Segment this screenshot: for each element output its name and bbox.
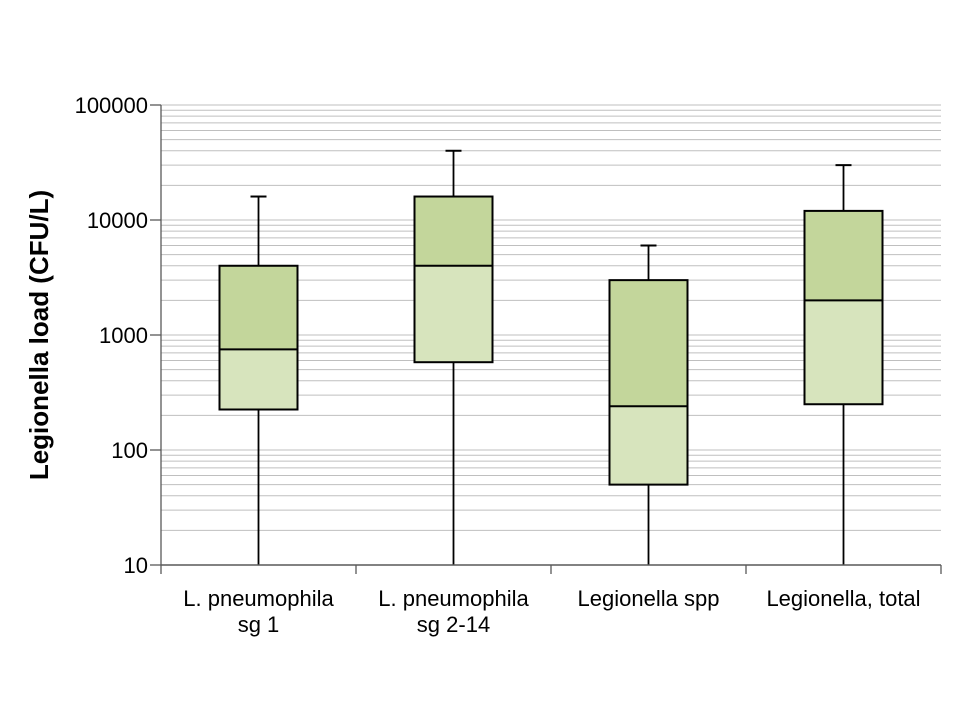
x-category-label: Legionella spp [578,586,720,611]
axes-layer [150,104,942,574]
labels-layer: 10 100 1000 10000 100000 L. pneumophila sg 1 L.… [75,93,921,637]
box-lower-quartile [609,406,688,485]
y-tick-label: 10 [124,553,148,578]
y-axis-title: Legionella load (CFU/L) [24,190,54,480]
x-category-label: Legionella, total [766,586,920,611]
x-category-label: L. pneumophila sg 1 [183,586,334,637]
box-upper-quartile [414,196,493,266]
box-lower-quartile [804,300,883,405]
box-upper-quartile [609,280,688,407]
box-outline [413,195,494,364]
y-tick-label: 1000 [99,323,148,348]
y-tick-label: 10000 [87,208,148,233]
box-outline [803,209,884,406]
box-lower-quartile [414,265,493,363]
x-category-label: L. pneumophila sg 2-14 [378,586,529,637]
box-outline [218,264,299,411]
box-outline [608,279,689,486]
box-upper-quartile [219,265,298,350]
y-tick-label: 100000 [75,93,148,118]
box-upper-quartile [804,210,883,301]
plot-layer [218,149,884,565]
box-lower-quartile [219,349,298,410]
y-tick-label: 100 [111,438,148,463]
